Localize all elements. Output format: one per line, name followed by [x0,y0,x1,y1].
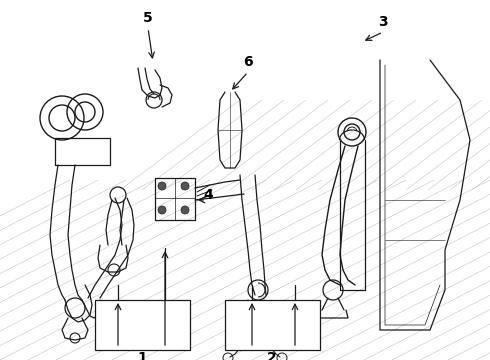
Circle shape [181,206,189,214]
Circle shape [181,182,189,190]
Text: 2: 2 [267,351,277,360]
Text: 4: 4 [203,188,213,202]
Text: 5: 5 [143,11,153,25]
Bar [95,300,190,350]
Text: 6: 6 [243,55,253,69]
Bar [225,300,320,350]
Circle shape [158,182,166,190]
Text: 3: 3 [378,15,388,29]
Text: 1: 1 [137,351,147,360]
Circle shape [158,206,166,214]
